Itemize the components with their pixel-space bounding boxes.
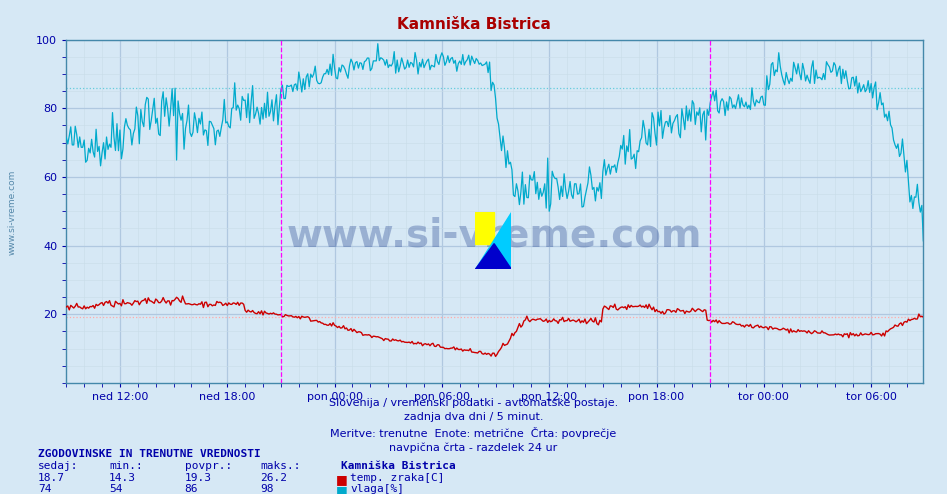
Text: temp. zraka[C]: temp. zraka[C] [350, 473, 445, 483]
Text: www.si-vreme.com: www.si-vreme.com [8, 170, 17, 255]
Text: ■: ■ [336, 473, 348, 486]
Text: 98: 98 [260, 484, 274, 494]
Bar [475, 212, 494, 244]
Text: vlaga[%]: vlaga[%] [350, 484, 404, 494]
Text: povpr.:: povpr.: [185, 461, 232, 471]
Text: 19.3: 19.3 [185, 473, 212, 483]
Polygon shape [475, 244, 511, 269]
Text: maks.:: maks.: [260, 461, 301, 471]
Text: min.:: min.: [109, 461, 143, 471]
Text: 74: 74 [38, 484, 51, 494]
Text: ■: ■ [336, 484, 348, 494]
Text: Meritve: trenutne  Enote: metrične  Črta: povprečje: Meritve: trenutne Enote: metrične Črta: … [331, 427, 616, 439]
Text: 18.7: 18.7 [38, 473, 65, 483]
Polygon shape [475, 212, 511, 269]
Text: 14.3: 14.3 [109, 473, 136, 483]
Text: ZGODOVINSKE IN TRENUTNE VREDNOSTI: ZGODOVINSKE IN TRENUTNE VREDNOSTI [38, 449, 260, 458]
Text: 26.2: 26.2 [260, 473, 288, 483]
Text: Kamniška Bistrica: Kamniška Bistrica [341, 461, 456, 471]
Text: 86: 86 [185, 484, 198, 494]
Text: 54: 54 [109, 484, 122, 494]
Text: sedaj:: sedaj: [38, 461, 79, 471]
Text: zadnja dva dni / 5 minut.: zadnja dva dni / 5 minut. [403, 412, 544, 422]
Text: Slovenija / vremenski podatki - avtomatske postaje.: Slovenija / vremenski podatki - avtomats… [329, 398, 618, 408]
Text: navpična črta - razdelek 24 ur: navpična črta - razdelek 24 ur [389, 442, 558, 453]
Text: www.si-vreme.com: www.si-vreme.com [287, 216, 703, 254]
Text: Kamniška Bistrica: Kamniška Bistrica [397, 17, 550, 32]
